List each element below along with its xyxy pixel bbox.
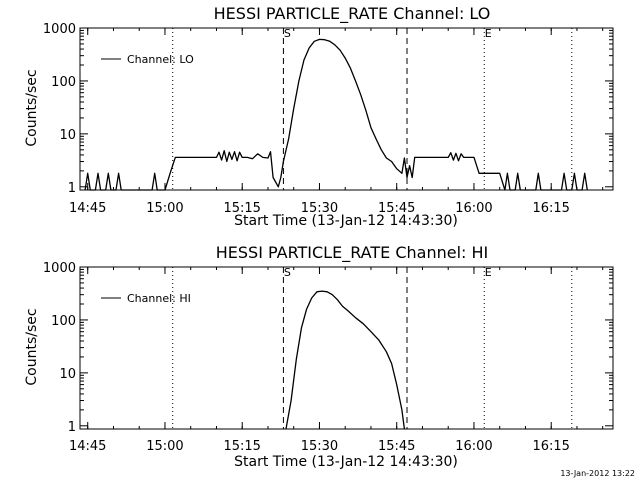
- x-tick-label: 16:15: [532, 439, 569, 454]
- chart-panel-lo: HESSI PARTICLE_RATE Channel: LO Counts/s…: [24, 4, 614, 229]
- event-marker-label: S: [284, 27, 291, 40]
- y-tick-label: 100: [51, 314, 76, 329]
- x-axis-label: Start Time (13-Jan-12 14:43:30): [234, 213, 458, 229]
- legend-label: Channel: HI: [127, 292, 191, 305]
- legend-label: Channel: LO: [127, 53, 194, 66]
- chart-title: HESSI PARTICLE_RATE Channel: HI: [216, 243, 489, 263]
- y-tick-label: 100: [51, 75, 76, 90]
- event-marker-label: E: [485, 266, 492, 279]
- event-marker-label: E: [485, 27, 492, 40]
- y-axis-label: Counts/sec: [24, 69, 40, 146]
- y-axis-label: Counts/sec: [24, 308, 40, 385]
- x-tick-label: 16:00: [455, 201, 492, 216]
- x-tick-label: 14:45: [69, 439, 106, 454]
- series-line: [285, 290, 406, 430]
- x-tick-label: 15:15: [223, 201, 260, 216]
- x-tick-label: 15:30: [301, 439, 338, 454]
- x-tick-label: 15:00: [146, 439, 183, 454]
- y-tick-label: 1000: [43, 261, 76, 276]
- y-tick-label: 1: [68, 181, 76, 196]
- x-tick-label: 16:00: [455, 439, 492, 454]
- series-line: [84, 38, 588, 191]
- x-axis-label: Start Time (13-Jan-12 14:43:30): [234, 454, 458, 470]
- y-tick-label: 10: [59, 367, 76, 382]
- chart-title: HESSI PARTICLE_RATE Channel: LO: [214, 4, 491, 24]
- x-tick-label: 15:30: [301, 201, 338, 216]
- y-tick-label: 1: [68, 420, 76, 435]
- x-tick-label: 15:45: [378, 439, 415, 454]
- chart-panel-hi: HESSI PARTICLE_RATE Channel: HI Counts/s…: [24, 243, 614, 470]
- footer-timestamp: 13-Jan-2012 13:22: [560, 469, 635, 478]
- y-tick-label: 1000: [43, 22, 76, 37]
- x-tick-label: 14:45: [69, 201, 106, 216]
- x-tick-label: 16:15: [532, 201, 569, 216]
- y-tick-label: 10: [59, 128, 76, 143]
- x-tick-label: 15:00: [146, 201, 183, 216]
- event-marker-label: S: [284, 266, 291, 279]
- x-tick-label: 15:45: [378, 201, 415, 216]
- x-tick-label: 15:15: [223, 439, 260, 454]
